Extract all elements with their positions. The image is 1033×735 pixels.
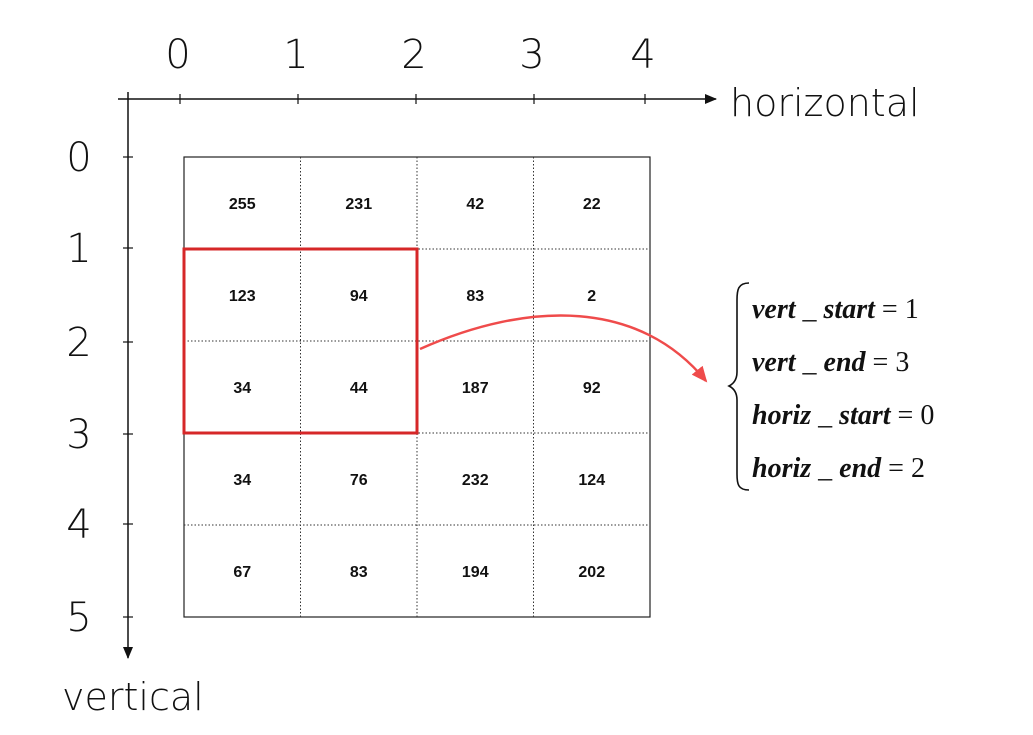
equation-suffix: start <box>838 400 892 431</box>
vertical-tick-label: 4 <box>66 502 91 548</box>
grid-cell-value: 124 <box>578 472 605 489</box>
horizontal-tick-label: 0 <box>165 32 190 78</box>
equation-value: 0 <box>920 400 934 431</box>
horizontal-axis-label: horizontal <box>730 81 920 125</box>
grid-cell-value: 231 <box>345 196 372 213</box>
vertical-tick-label: 3 <box>66 412 91 458</box>
vertical-tick-label: 0 <box>66 135 91 181</box>
grid-cell-value: 92 <box>583 380 601 397</box>
vertical-tick-label: 1 <box>66 226 91 272</box>
vertical-axis-label: vertical <box>62 675 204 719</box>
equation-equals: = <box>875 294 905 325</box>
equation-variable: vert <box>752 347 797 378</box>
grid-cell-value: 76 <box>350 472 368 489</box>
horizontal-tick-label: 3 <box>519 32 544 78</box>
equation-underscore: _ <box>811 453 839 484</box>
curved-arrow <box>419 314 708 383</box>
selection-highlight <box>182 247 419 435</box>
equation-underscore: _ <box>796 294 824 325</box>
grid-cell-value: 83 <box>350 564 368 581</box>
horizontal-tick-label: 4 <box>630 32 655 78</box>
left-brace <box>727 282 750 491</box>
grid-cell-value: 42 <box>466 196 484 213</box>
vertical-tick-label: 5 <box>66 595 91 641</box>
equation-equals: = <box>866 347 896 378</box>
grid-cell-value: 34 <box>233 472 251 489</box>
equation-line: vert _ end = 3 <box>752 347 909 378</box>
equation-suffix: start <box>823 294 877 325</box>
equation-value: 1 <box>905 294 919 325</box>
grid-cell-value: 83 <box>466 288 484 305</box>
grid-cell-value: 194 <box>462 564 489 581</box>
grid-cell-value: 2 <box>587 288 596 305</box>
grid-cell-value: 255 <box>229 196 256 213</box>
equation-value: 2 <box>911 453 925 484</box>
grid-cell-value: 202 <box>578 564 605 581</box>
horizontal-tick-label: 1 <box>283 32 308 78</box>
equation-variable: vert <box>752 294 797 325</box>
grid-cell-value: 67 <box>233 564 251 581</box>
equation-line: horiz _ end = 2 <box>752 453 925 484</box>
equation-line: vert _ start = 1 <box>752 294 919 325</box>
equation-line: horiz _ start = 0 <box>752 400 934 431</box>
grid-cell-value: 22 <box>583 196 601 213</box>
equation-equals: = <box>881 453 911 484</box>
equation-underscore: _ <box>796 347 824 378</box>
equation-variable: horiz <box>752 400 811 431</box>
equation-variable: horiz <box>752 453 811 484</box>
grid-cell-value: 94 <box>350 288 368 305</box>
value-grid: 255 231 42 22 123 94 83 2 34 44 187 92 34 76 232 124 67 8… <box>183 156 651 618</box>
grid-cell-value: 232 <box>462 472 489 489</box>
grid-cell-value: 187 <box>462 380 489 397</box>
equation-suffix: end <box>824 347 867 378</box>
grid-cell-value: 123 <box>229 288 256 305</box>
vertical-tick-label: 2 <box>66 320 91 366</box>
grid-cell-value: 44 <box>350 380 368 397</box>
equation-value: 3 <box>895 347 909 378</box>
equation-equals: = <box>891 400 921 431</box>
equation-underscore: _ <box>811 400 839 431</box>
horizontal-tick-label: 2 <box>401 32 426 78</box>
equation-suffix: end <box>839 453 882 484</box>
vertical-axis: 0 1 2 3 4 5 vertical <box>62 92 204 719</box>
horizontal-axis: 0 1 2 3 4 horizontal <box>118 32 920 125</box>
grid-cell-value: 34 <box>233 380 251 397</box>
